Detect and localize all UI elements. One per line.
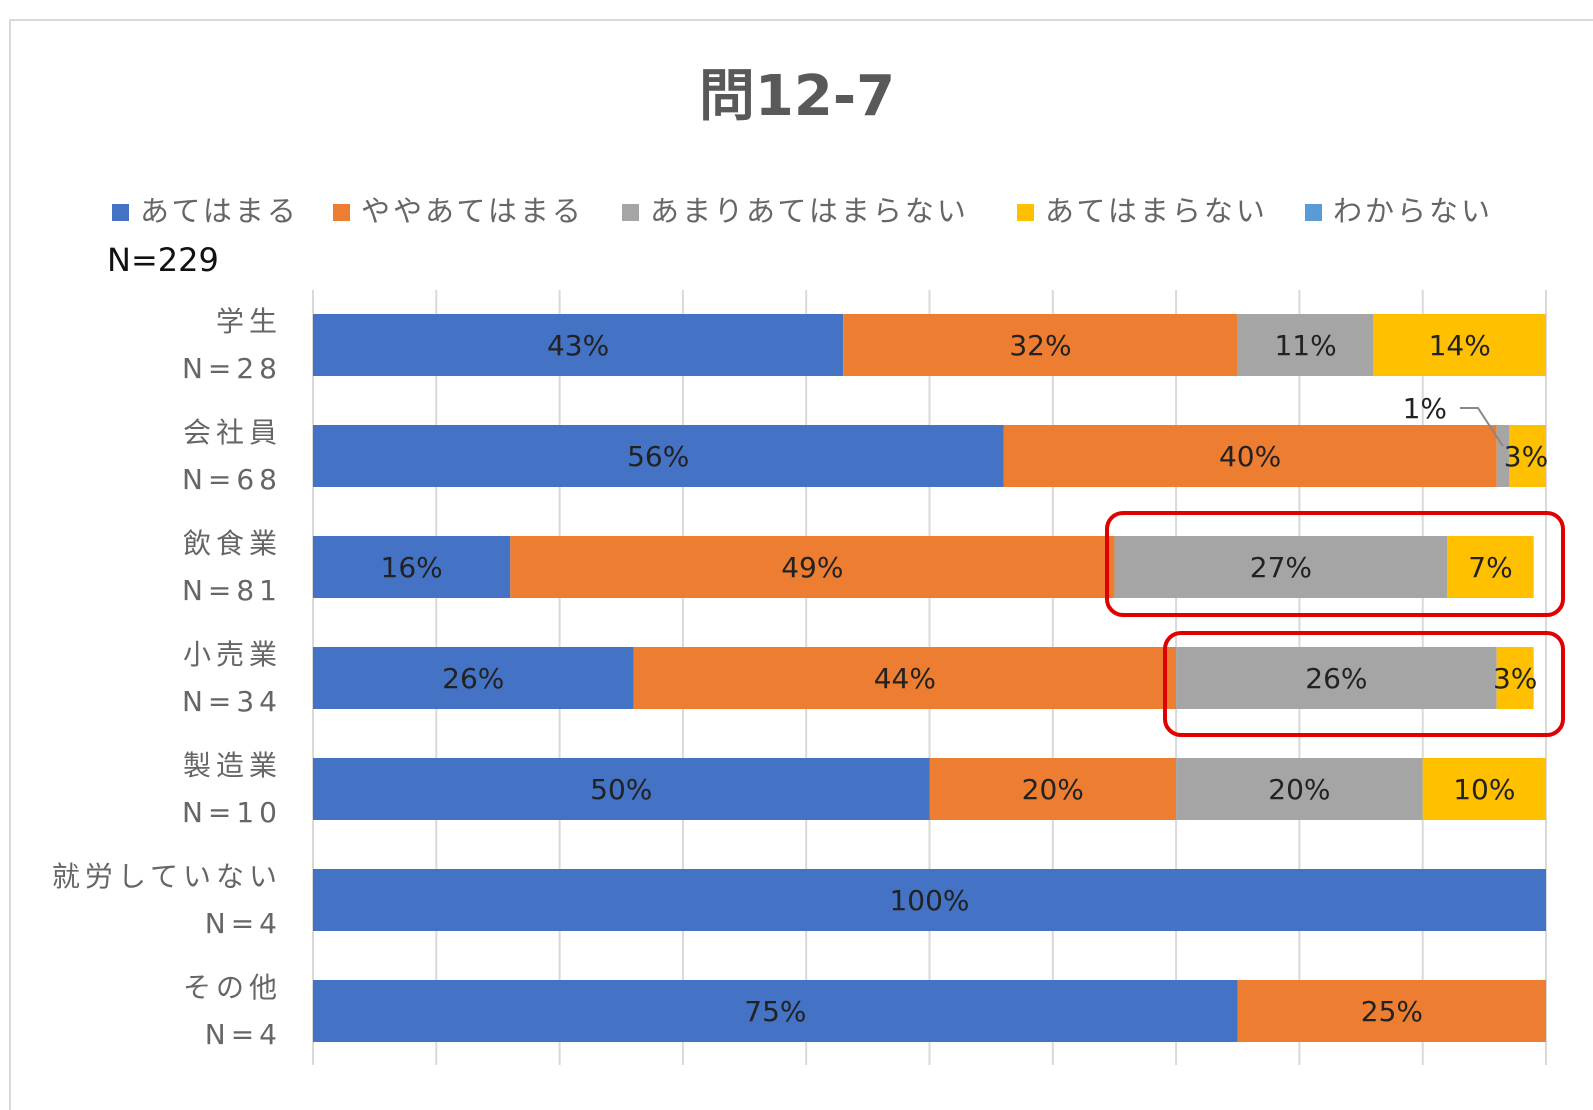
category-label: 会社員 (183, 416, 282, 449)
category-note: N=10 (182, 796, 282, 829)
data-label: 75% (744, 995, 806, 1028)
bar-segment (313, 536, 511, 598)
category-label: 小売業 (183, 638, 282, 671)
category-note: N=4 (205, 1018, 282, 1051)
bar-segment (1176, 758, 1423, 820)
category-note: N=4 (205, 907, 282, 940)
category-note: N=28 (182, 352, 282, 385)
annotation: N=229 (107, 241, 219, 279)
data-label: 14% (1429, 329, 1491, 362)
data-label: 11% (1274, 329, 1336, 362)
bar-segment (313, 869, 1546, 931)
bar-segment (313, 425, 1004, 487)
data-label: 49% (781, 551, 843, 584)
category-note: N=34 (182, 685, 282, 718)
data-label: 25% (1361, 995, 1423, 1028)
category-label: 製造業 (183, 749, 282, 782)
legend-swatch (333, 204, 350, 221)
bar-segment (313, 314, 844, 376)
bar-segment (313, 980, 1238, 1042)
bar-segment (510, 536, 1115, 598)
data-label: 3% (1493, 662, 1537, 695)
data-label: 32% (1009, 329, 1071, 362)
bar-segment (1509, 425, 1546, 487)
data-label: 20% (1022, 773, 1084, 806)
bar-segment (1237, 980, 1546, 1042)
data-label: 1% (1403, 392, 1447, 425)
bar-segment (1114, 536, 1448, 598)
highlight-box (1163, 631, 1565, 737)
legend-label: あてはまらない (1045, 194, 1268, 228)
bar-segment (1447, 536, 1534, 598)
data-label: 44% (874, 662, 936, 695)
chart-title: 問12-7 (699, 64, 895, 129)
data-label: 16% (381, 551, 443, 584)
data-label: 3% (1504, 440, 1548, 473)
legend-label: ややあてはまる (361, 194, 584, 228)
data-label: 27% (1250, 551, 1312, 584)
leader-line (1460, 407, 1504, 447)
category-label: その他 (183, 971, 282, 1004)
data-label: 7% (1468, 551, 1512, 584)
data-label: 43% (547, 329, 609, 362)
bar-segment (1237, 314, 1374, 376)
bar-segment (1176, 647, 1497, 709)
legend-label: あまりあてはまらない (650, 194, 969, 228)
bar-segment (843, 314, 1238, 376)
category-note: N=81 (182, 574, 282, 607)
data-label: 50% (590, 773, 652, 806)
bar-segment (313, 647, 634, 709)
data-label: 56% (627, 440, 689, 473)
data-label: 26% (1305, 662, 1367, 695)
data-label: 40% (1219, 440, 1281, 473)
bar-segment (1422, 758, 1546, 820)
bar-segment (1496, 647, 1534, 709)
category-label: 就労していない (52, 860, 282, 893)
data-label: 10% (1453, 773, 1515, 806)
data-label: 100% (889, 884, 969, 917)
data-label: 26% (442, 662, 504, 695)
bar-segment (1003, 425, 1497, 487)
bar-segment (1373, 314, 1546, 376)
bar-segment (633, 647, 1177, 709)
data-label: 20% (1268, 773, 1330, 806)
category-label: 学生 (216, 305, 282, 338)
category-note: N=68 (182, 463, 282, 496)
category-label: 飲食業 (183, 527, 282, 560)
bar-segment (313, 758, 930, 820)
legend-swatch (622, 204, 639, 221)
legend-label: わからない (1333, 194, 1493, 228)
bar-segment (929, 758, 1177, 820)
legend-label: あてはまる (140, 194, 299, 228)
legend-swatch (112, 204, 129, 221)
highlight-box (1105, 511, 1565, 617)
legend-swatch (1305, 204, 1322, 221)
legend-swatch (1017, 204, 1034, 221)
